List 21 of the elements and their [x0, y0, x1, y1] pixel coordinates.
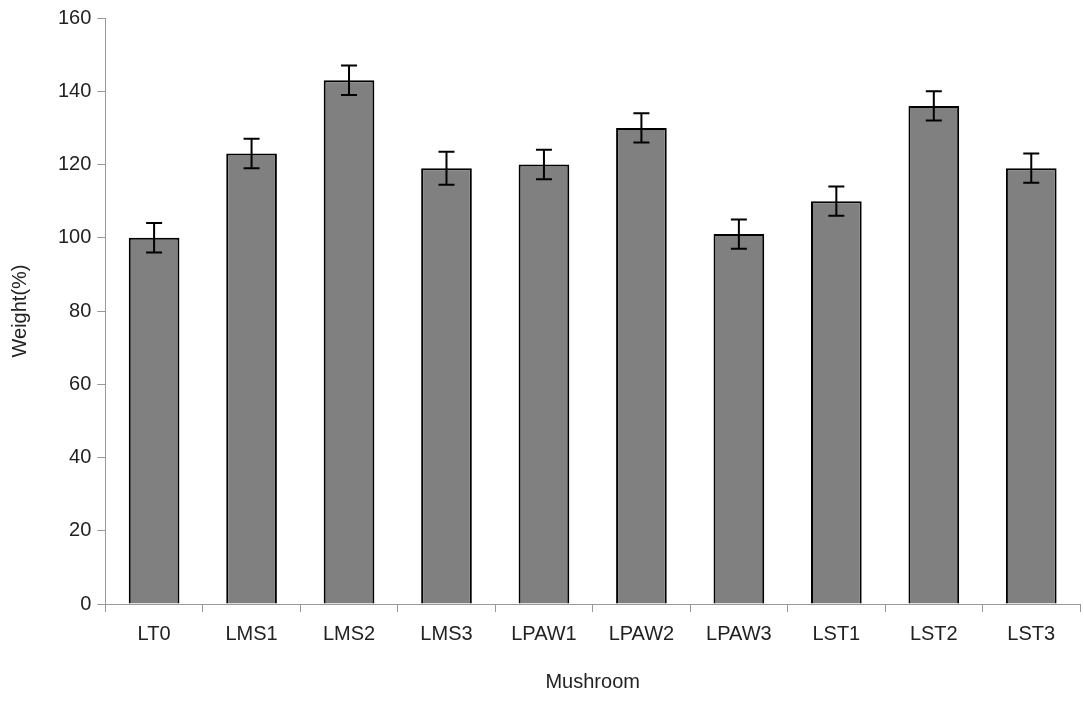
x-tick-label: LPAW2: [608, 621, 675, 644]
x-tick-label: LST2: [909, 621, 958, 644]
y-tick-label: 40: [69, 445, 92, 468]
y-tick-label: 160: [57, 5, 92, 28]
x-tick-label: LMS1: [225, 621, 278, 644]
x-tick-label: LPAW1: [511, 621, 577, 644]
x-tick-label: LT0: [137, 621, 171, 644]
y-tick-label: 60: [69, 371, 92, 394]
x-tick-label: LMS3: [420, 621, 473, 644]
y-axis-title: Weight(%): [7, 264, 30, 358]
x-tick-label: LMS2: [322, 621, 376, 644]
x-tick-label: LST3: [1007, 621, 1056, 644]
x-axis-title: Mushroom: [545, 669, 640, 692]
y-tick-label: 20: [69, 518, 92, 541]
y-tick-label: 0: [80, 591, 92, 614]
x-tick-label: LST1: [812, 621, 861, 644]
y-tick-label: 120: [57, 152, 92, 175]
y-tick-label: 140: [57, 78, 92, 101]
x-tick-label: LPAW3: [706, 621, 772, 644]
y-tick-label: 100: [57, 225, 92, 248]
y-tick-label: 80: [69, 298, 92, 321]
